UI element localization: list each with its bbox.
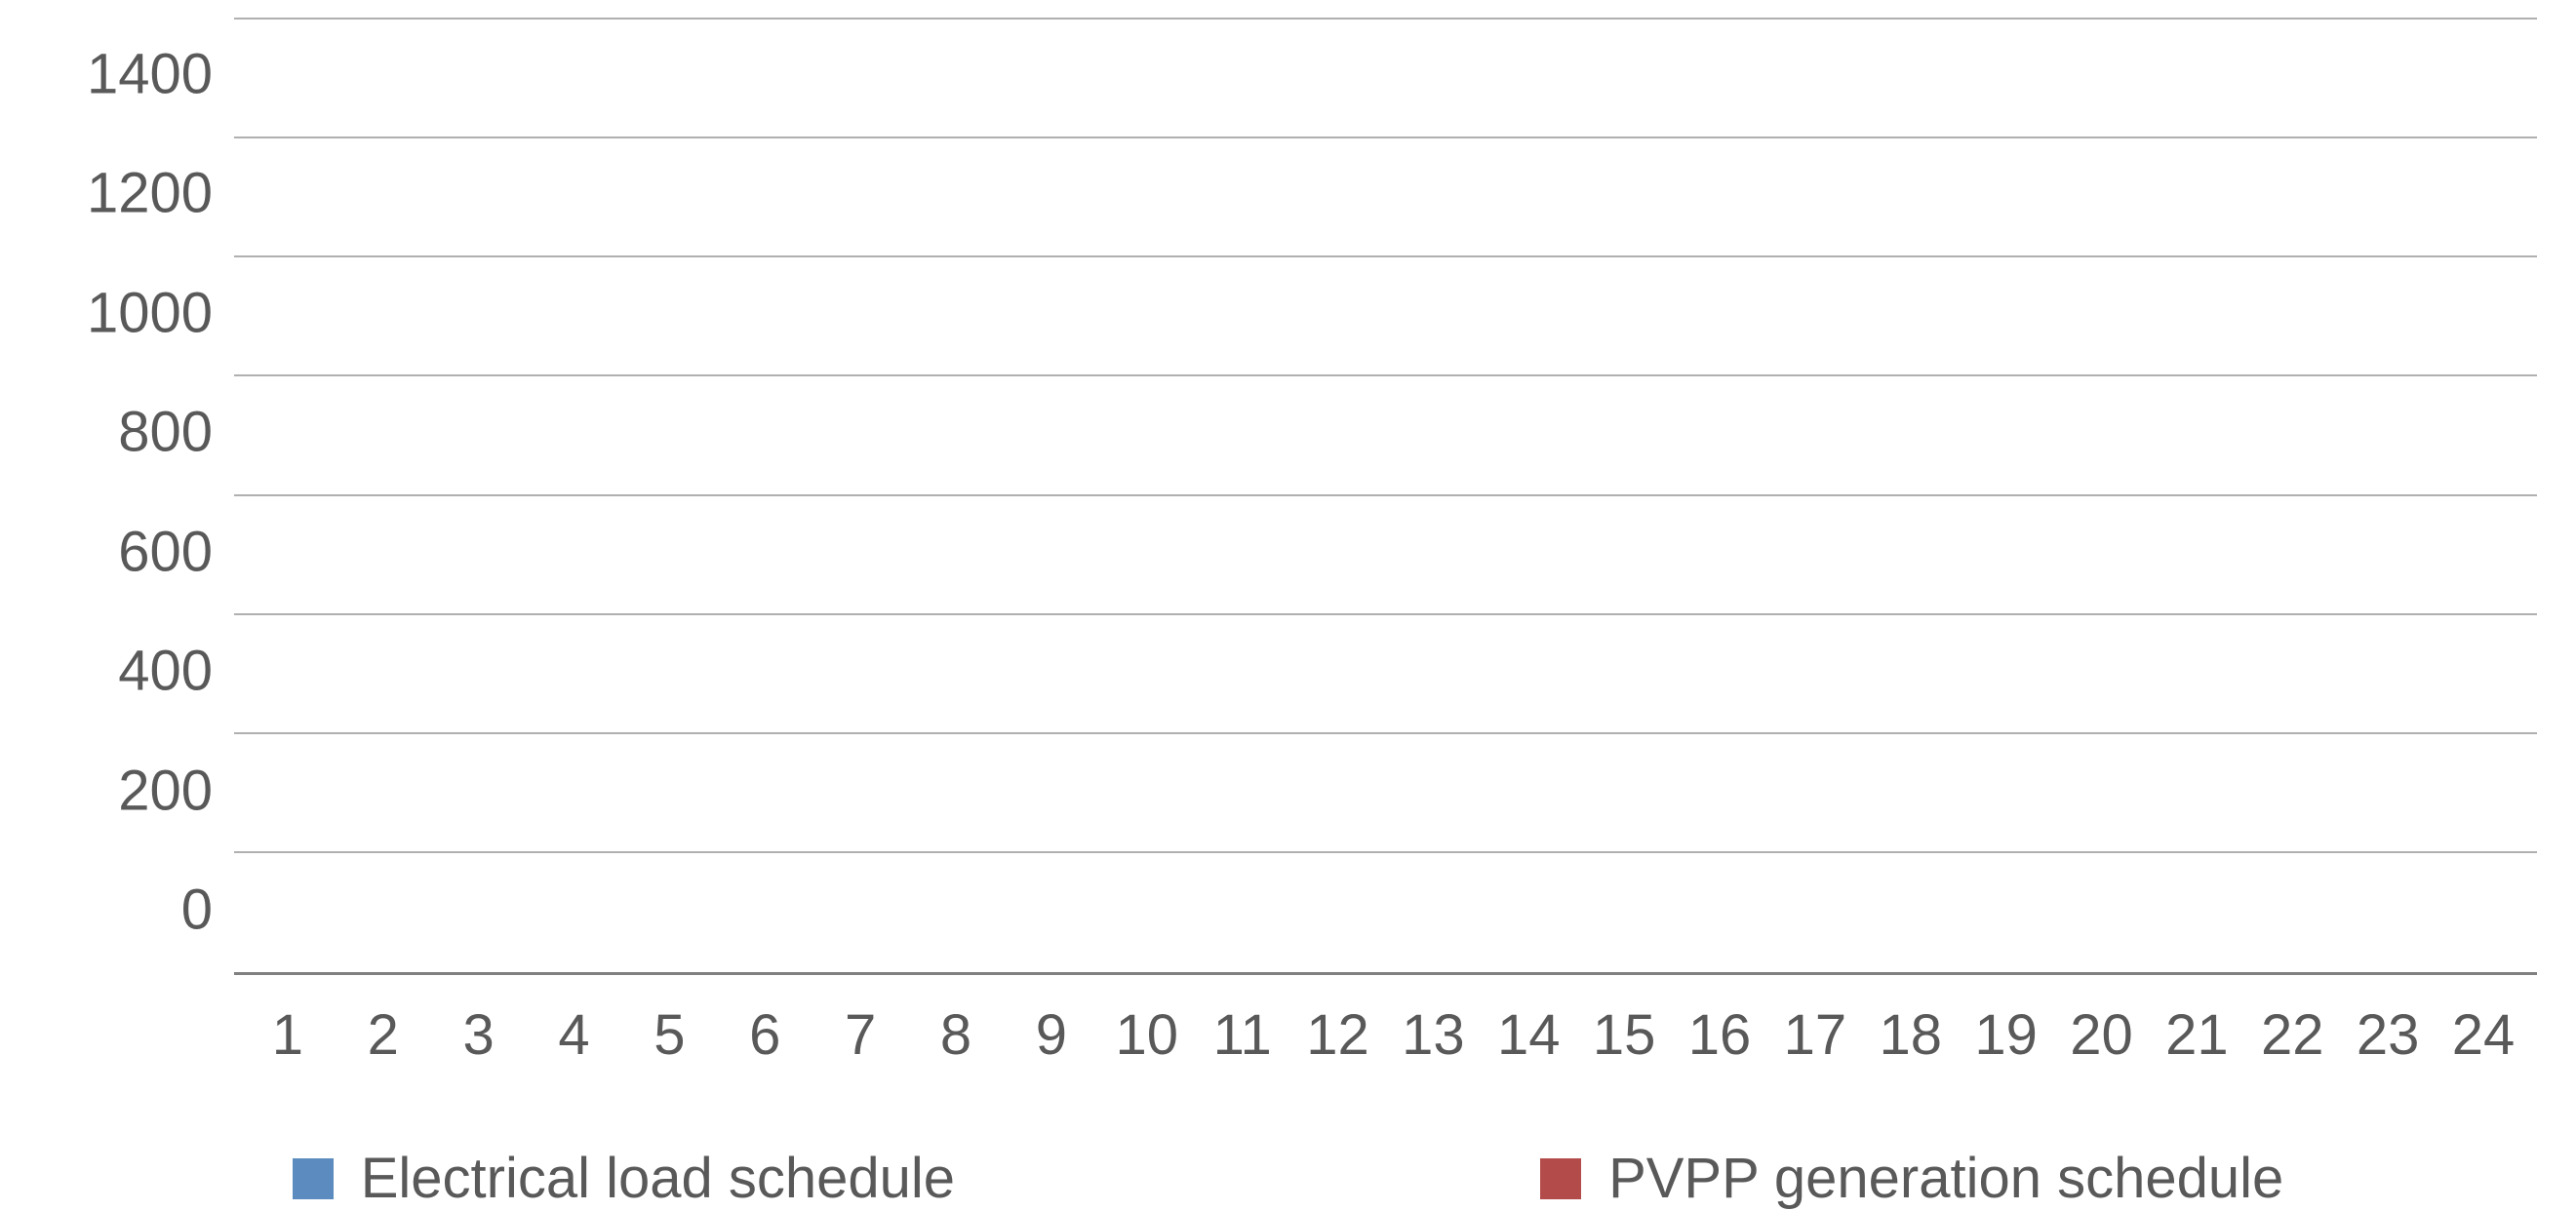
x-tick-label: 18 [1863, 975, 1959, 1068]
gridline [234, 494, 2537, 496]
x-tick-label: 23 [2340, 975, 2436, 1068]
y-tick-label: 800 [118, 400, 213, 465]
gridline [234, 374, 2537, 376]
y-tick-label: 200 [118, 758, 213, 823]
x-tick-label: 20 [2054, 975, 2150, 1068]
legend-item: Electrical load schedule [293, 1146, 955, 1211]
x-tick-label: 1 [240, 975, 336, 1068]
y-tick-label: 1400 [87, 41, 213, 106]
gridline [234, 851, 2537, 853]
y-tick-label: 1200 [87, 161, 213, 226]
x-tick-label: 22 [2244, 975, 2340, 1068]
grid-and-bars [234, 20, 2537, 975]
legend-label: PVPP generation schedule [1608, 1146, 2283, 1211]
legend: Electrical load schedule PVPP generation … [39, 1146, 2537, 1211]
gridline [234, 255, 2537, 257]
x-tick-label: 24 [2436, 975, 2531, 1068]
legend-item: PVPP generation schedule [1540, 1146, 2283, 1211]
x-tick-label: 3 [431, 975, 527, 1068]
plot-area: 02004006008001000120014001600 [39, 20, 2537, 975]
x-tick-label: 2 [336, 975, 431, 1068]
bars-row [234, 20, 2537, 972]
y-axis: 02004006008001000120014001600 [39, 20, 234, 975]
x-tick-label: 5 [622, 975, 718, 1068]
x-tick-label: 13 [1386, 975, 1482, 1068]
x-tick-label: 12 [1290, 975, 1386, 1068]
gridline [234, 137, 2537, 138]
legend-label: Electrical load schedule [361, 1146, 955, 1211]
legend-swatch [293, 1158, 334, 1199]
x-tick-label: 16 [1672, 975, 1767, 1068]
legend-swatch [1540, 1158, 1581, 1199]
y-tick-label: 400 [118, 639, 213, 704]
x-tick-label: 6 [717, 975, 812, 1068]
x-tick-label: 10 [1099, 975, 1195, 1068]
x-tick-label: 15 [1576, 975, 1672, 1068]
x-tick-label: 14 [1481, 975, 1576, 1068]
y-tick-label: 600 [118, 519, 213, 584]
x-tick-label: 7 [812, 975, 908, 1068]
x-tick-label: 19 [1959, 975, 2054, 1068]
y-tick-label: 0 [181, 878, 213, 943]
gridline [234, 732, 2537, 734]
x-tick-label: 9 [1004, 975, 1099, 1068]
x-tick-label: 17 [1767, 975, 1863, 1068]
gridline [234, 18, 2537, 20]
chart-container: 02004006008001000120014001600 1234567891… [0, 0, 2576, 1175]
x-tick-label: 4 [527, 975, 622, 1068]
x-tick-label: 8 [908, 975, 1004, 1068]
x-tick-label: 11 [1195, 975, 1290, 1068]
x-tick-label: 21 [2150, 975, 2245, 1068]
gridline [234, 613, 2537, 615]
y-tick-label: 1000 [87, 280, 213, 345]
x-axis: 123456789101112131415161718192021222324 [234, 975, 2537, 1068]
